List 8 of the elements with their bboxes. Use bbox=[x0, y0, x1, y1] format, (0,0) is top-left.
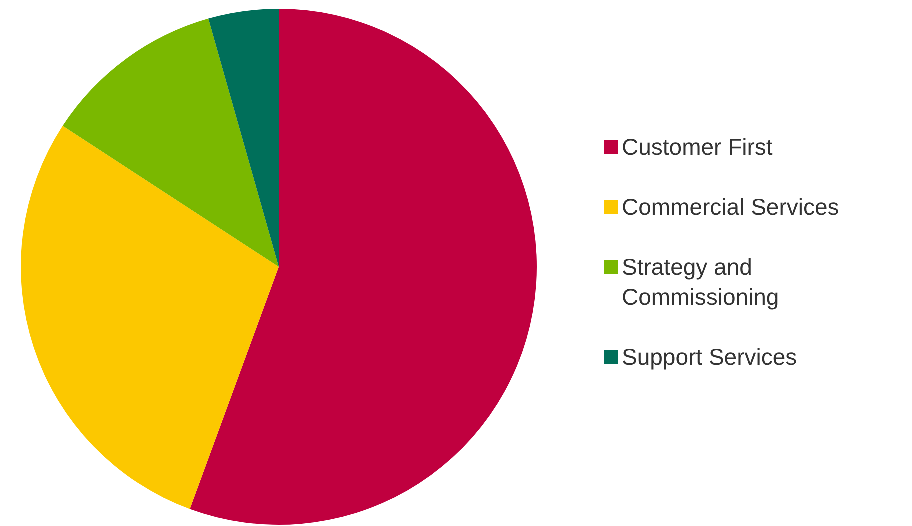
legend-label: Support Services bbox=[622, 343, 798, 372]
pie-slice bbox=[190, 9, 537, 525]
pie-slice bbox=[62, 18, 279, 267]
pie-slice bbox=[208, 9, 279, 267]
legend-label: Strategy and Commissioning bbox=[622, 253, 780, 312]
pie-slice bbox=[22, 126, 279, 510]
legend-label: Customer First bbox=[622, 133, 773, 162]
legend-label: Commercial Services bbox=[622, 193, 840, 222]
